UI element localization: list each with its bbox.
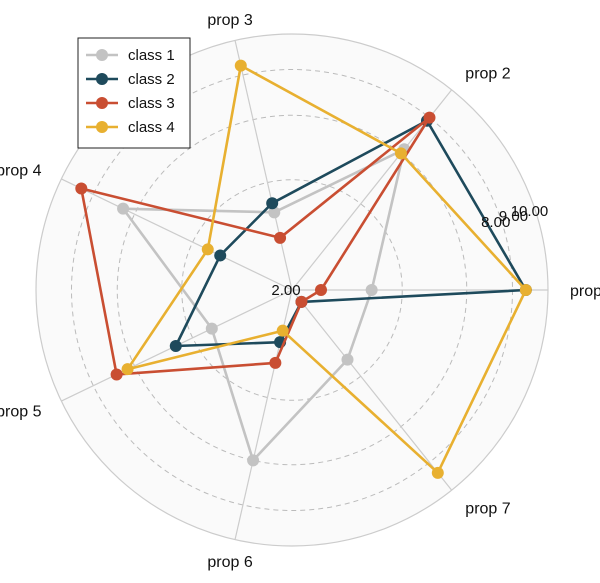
data-point <box>315 284 328 296</box>
data-point <box>394 147 407 160</box>
data-point <box>365 284 378 296</box>
data-point <box>295 295 308 308</box>
series-line <box>126 64 528 475</box>
data-point <box>341 353 354 366</box>
data-point <box>269 356 282 369</box>
series-line <box>80 116 431 376</box>
data-point <box>431 466 444 479</box>
radial-tick-label: 9.00 <box>499 208 528 225</box>
axis-label: prop 7 <box>465 500 510 517</box>
legend-marker <box>96 121 108 133</box>
axis-label: prop 3 <box>207 12 252 29</box>
legend-label: class 3 <box>128 95 175 112</box>
legend-label: class 2 <box>128 71 175 88</box>
data-point <box>110 368 123 381</box>
axis-spoke <box>291 289 453 491</box>
radial-tick-label: 8.00 <box>481 214 510 231</box>
data-point <box>276 324 289 337</box>
axis-spoke <box>234 40 293 291</box>
legend: class 1 class 2 class 3 class 4 <box>77 37 191 149</box>
data-point <box>117 202 130 215</box>
watermark-text: 知乎 @hikari <box>495 555 580 572</box>
data-point <box>121 363 134 376</box>
series-group <box>75 59 532 479</box>
data-point <box>423 111 436 124</box>
data-point <box>75 182 88 195</box>
legend-marker <box>96 49 108 61</box>
data-point <box>201 243 214 256</box>
data-point <box>268 206 281 219</box>
radial-tick-label: 2.00 <box>271 282 300 299</box>
axis-label: prop 1 <box>570 283 600 300</box>
data-point <box>519 284 532 296</box>
axis-label: prop 2 <box>465 66 510 83</box>
legend-marker <box>96 73 108 85</box>
data-point <box>214 249 227 262</box>
legend-label: class 4 <box>128 119 175 136</box>
data-point <box>205 322 218 335</box>
legend-label: class 1 <box>128 47 175 64</box>
data-point <box>169 339 182 352</box>
data-point <box>274 231 287 244</box>
data-point <box>247 454 260 467</box>
axis-label: prop 6 <box>207 554 252 571</box>
axis-spoke <box>61 178 293 291</box>
data-point <box>266 197 279 210</box>
legend-marker <box>96 97 108 109</box>
axis-label: prop 5 <box>0 404 42 421</box>
labels: prop 1 prop 2 prop 3 prop 4 prop 5 prop 6 prop… <box>0 12 600 571</box>
data-point <box>234 59 247 72</box>
axis-label: prop 4 <box>0 162 42 179</box>
radial-tick-label: 10.00 <box>511 203 549 220</box>
